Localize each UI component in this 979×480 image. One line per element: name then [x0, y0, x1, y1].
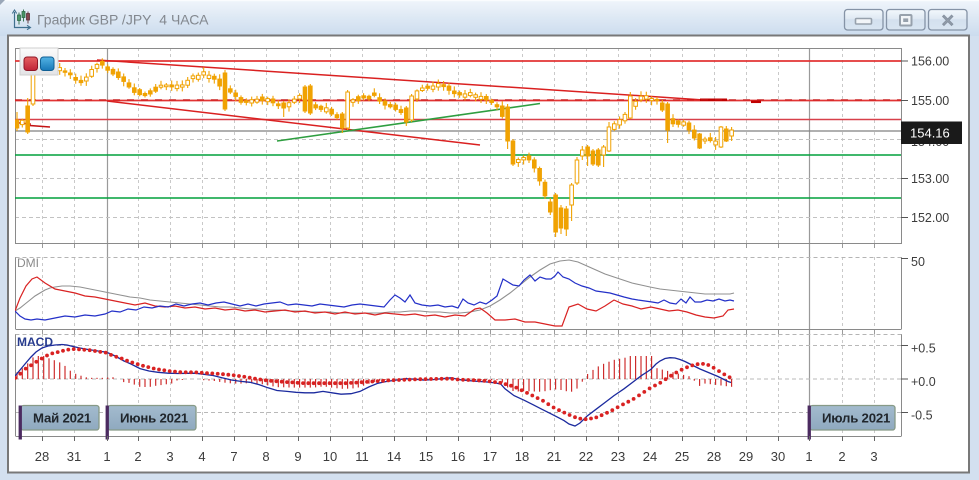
svg-text:9: 9: [294, 449, 301, 464]
svg-text:10: 10: [323, 449, 337, 464]
svg-text:11: 11: [355, 449, 369, 464]
svg-text:23: 23: [611, 449, 625, 464]
svg-text:17: 17: [483, 449, 497, 464]
svg-text:8: 8: [262, 449, 269, 464]
svg-text:15: 15: [419, 449, 433, 464]
svg-text:153.00: 153.00: [911, 172, 949, 186]
svg-text:График GBP /JPY 4 ЧАСА: График GBP /JPY 4 ЧАСА: [37, 12, 209, 28]
svg-text:Май 2021: Май 2021: [33, 411, 91, 426]
svg-text:16: 16: [451, 449, 465, 464]
svg-text:30: 30: [771, 449, 785, 464]
svg-text:MACD: MACD: [17, 335, 53, 349]
svg-text:+0.0: +0.0: [911, 375, 936, 389]
svg-text:✕: ✕: [941, 12, 955, 31]
svg-text:24: 24: [643, 449, 657, 464]
svg-text:152.00: 152.00: [911, 211, 949, 225]
svg-text:31: 31: [67, 449, 81, 464]
svg-text:29: 29: [739, 449, 753, 464]
svg-text:7: 7: [230, 449, 237, 464]
svg-text:155.00: 155.00: [911, 94, 949, 108]
svg-text:Июль 2021: Июль 2021: [822, 411, 890, 426]
svg-text:28: 28: [707, 449, 721, 464]
svg-text:1: 1: [103, 449, 110, 464]
svg-text:2: 2: [134, 449, 141, 464]
svg-text:3: 3: [166, 449, 173, 464]
svg-text:154.16: 154.16: [910, 126, 950, 141]
svg-text:14: 14: [387, 449, 401, 464]
svg-text:2: 2: [838, 449, 845, 464]
svg-text:Июнь 2021: Июнь 2021: [120, 411, 188, 426]
svg-text:18: 18: [515, 449, 529, 464]
svg-text:4: 4: [198, 449, 205, 464]
svg-text:3: 3: [870, 449, 877, 464]
svg-text:-0.5: -0.5: [911, 408, 933, 422]
svg-text:50: 50: [911, 255, 925, 269]
svg-text:DMI: DMI: [17, 256, 39, 270]
svg-text:1: 1: [805, 449, 812, 464]
svg-text:28: 28: [35, 449, 49, 464]
svg-text:25: 25: [675, 449, 689, 464]
svg-text:156.00: 156.00: [911, 54, 949, 68]
svg-text:+0.5: +0.5: [911, 341, 936, 355]
svg-text:22: 22: [579, 449, 593, 464]
svg-text:21: 21: [547, 449, 561, 464]
